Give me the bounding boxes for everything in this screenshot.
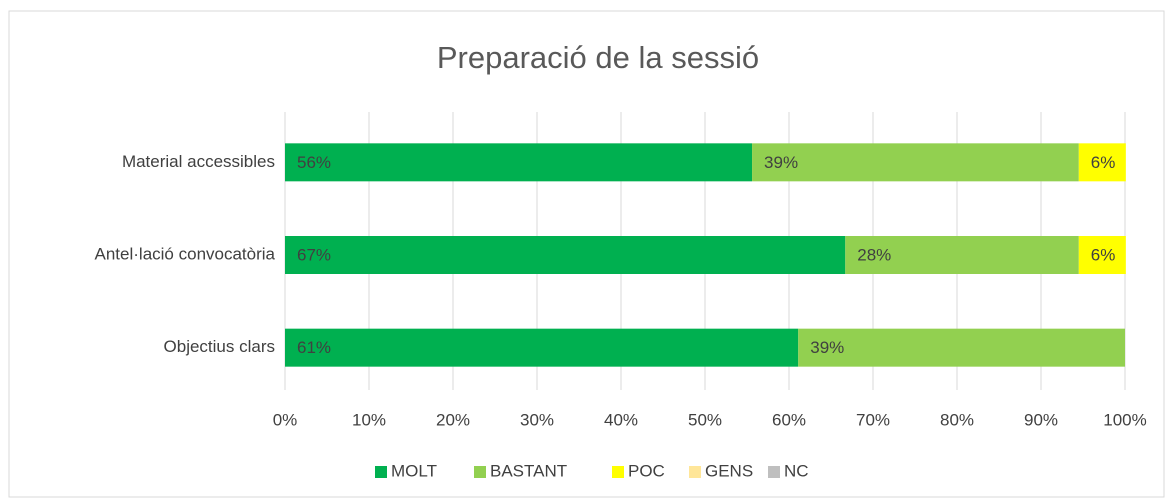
bar-segment bbox=[798, 328, 1125, 367]
legend-label: BASTANT bbox=[490, 461, 567, 480]
data-label: 28% bbox=[857, 245, 891, 264]
x-tick-label: 0% bbox=[273, 410, 298, 429]
legend-label: NC bbox=[784, 461, 809, 480]
data-label: 39% bbox=[810, 338, 844, 357]
data-label: 61% bbox=[297, 338, 331, 357]
legend-swatch bbox=[474, 466, 486, 478]
x-tick-label: 20% bbox=[436, 410, 470, 429]
x-tick-label: 70% bbox=[856, 410, 890, 429]
x-tick-label: 80% bbox=[940, 410, 974, 429]
x-tick-label: 50% bbox=[688, 410, 722, 429]
bar-segment bbox=[752, 143, 1079, 182]
legend-label: POC bbox=[628, 461, 665, 480]
bar-segment bbox=[845, 236, 1079, 274]
legend-swatch bbox=[768, 466, 780, 478]
data-label: 6% bbox=[1091, 245, 1116, 264]
x-tick-label: 100% bbox=[1103, 410, 1146, 429]
legend-swatch bbox=[375, 466, 387, 478]
data-label: 39% bbox=[764, 153, 798, 172]
legend-label: MOLT bbox=[391, 461, 437, 480]
bar-segment bbox=[285, 328, 799, 367]
y-tick-label: Antel·lació convocatòria bbox=[95, 244, 276, 263]
chart-title: Preparació de la sessió bbox=[437, 40, 759, 75]
data-label: 56% bbox=[297, 153, 331, 172]
legend-swatch bbox=[689, 466, 701, 478]
bar-segment bbox=[285, 236, 846, 274]
data-label: 6% bbox=[1091, 153, 1116, 172]
legend-swatch bbox=[612, 466, 624, 478]
y-tick-label: Objectius clars bbox=[164, 337, 275, 356]
bar-segment bbox=[1078, 236, 1126, 274]
data-label: 67% bbox=[297, 245, 331, 264]
y-tick-label: Material accessibles bbox=[122, 152, 275, 171]
bar-segment bbox=[1078, 143, 1126, 182]
x-tick-label: 10% bbox=[352, 410, 386, 429]
bar-segment bbox=[285, 143, 753, 182]
x-tick-label: 30% bbox=[520, 410, 554, 429]
x-tick-label: 90% bbox=[1024, 410, 1058, 429]
x-tick-label: 60% bbox=[772, 410, 806, 429]
x-tick-label: 40% bbox=[604, 410, 638, 429]
legend-label: GENS bbox=[705, 461, 753, 480]
